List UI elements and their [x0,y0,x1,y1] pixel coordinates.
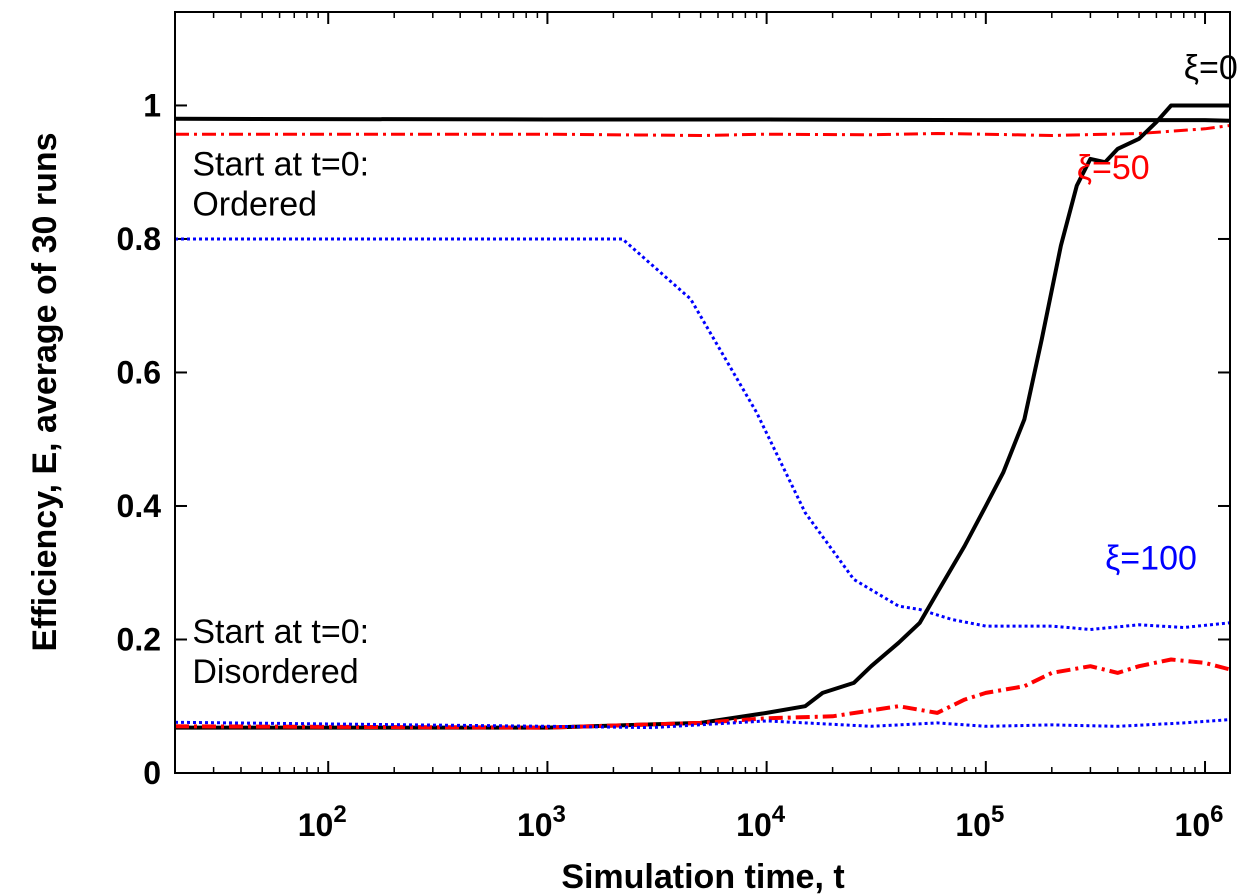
annotation-disordered2: Disordered [192,653,358,691]
y-tick-label: 0.8 [117,221,161,257]
annotation-ordered2: Ordered [192,186,317,224]
series-xi0-ordered [174,116,1231,123]
annotation-disordered1: Start at t=0: [192,613,369,651]
annotation-xi100: ξ=100 [1105,539,1197,577]
plot-frame [174,11,1231,774]
y-tick-label: 0.2 [117,621,161,657]
y-tick-label: 0 [143,755,161,791]
x-tick-label: 102 [298,801,347,843]
y-axis-label: Efficiency, E, average of 30 runs [26,132,64,651]
y-tick-label: 0.4 [117,488,162,524]
series-xi100-ordered [175,237,1231,631]
series-xi50-ordered [175,124,1231,137]
x-tick-label: 103 [517,801,566,843]
annotation-xi50: ξ=50 [1077,149,1150,187]
x-tick-label: 106 [1175,801,1224,843]
y-tick-label: 1 [143,87,161,123]
series-xi0-disordered [175,103,1230,730]
series-layer [174,103,1231,730]
series-xi100-disordered [174,718,1231,730]
annotation-xi0: ξ=0 [1184,49,1238,87]
x-tick-label: 105 [955,801,1004,843]
x-axis-label: Simulation time, t [561,858,844,895]
y-tick-label: 0.6 [117,354,161,390]
x-tick-label: 104 [736,801,786,843]
series-xi50-disordered [174,657,1231,730]
annotation-ordered1: Start at t=0: [192,146,369,184]
